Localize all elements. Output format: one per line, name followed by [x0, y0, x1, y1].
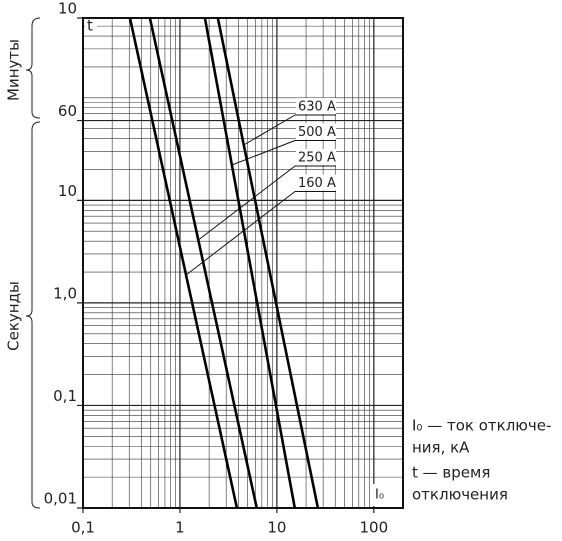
x-axis-label: I₀ — [375, 488, 384, 503]
series-line — [203, 17, 297, 509]
y-group-label: Секунды — [5, 281, 23, 351]
axis-label-bg — [85, 19, 97, 33]
legend-leader — [198, 165, 296, 241]
y-axis-label: t — [87, 17, 93, 35]
y-group-label: Минуты — [5, 39, 23, 101]
y-tick-label: 10 — [58, 182, 77, 200]
minutes-brace — [25, 17, 41, 119]
y-tick-label: 1,0 — [53, 284, 77, 302]
note: t — время — [412, 464, 490, 482]
x-tick-label: 100 — [359, 519, 388, 537]
y-tick-label: 10 — [58, 0, 77, 18]
note: ния, кА — [412, 439, 470, 457]
legend-bg — [296, 123, 336, 140]
series-line — [148, 17, 259, 509]
seconds-brace — [25, 121, 41, 509]
legend-label: 630 A — [298, 100, 336, 115]
y-tick-label: 0,1 — [53, 387, 77, 405]
x-tick-label: 1 — [175, 519, 185, 537]
legend-bg — [296, 174, 336, 191]
axis-label-bg — [373, 484, 401, 506]
y-tick-label: 60 — [58, 102, 77, 120]
legend-bg — [296, 98, 336, 114]
note: I₀ — ток отключе- — [412, 417, 551, 435]
plot-frame — [82, 17, 404, 509]
note: отключения — [412, 486, 508, 504]
series-line — [216, 17, 320, 509]
legend-bg — [296, 149, 336, 165]
x-tick-label: 10 — [267, 519, 286, 537]
x-tick-label: 0,1 — [71, 519, 95, 537]
legend-label: 160 A — [298, 176, 336, 191]
legend-leader — [243, 114, 296, 146]
series-line — [128, 17, 239, 509]
legend-label: 250 A — [298, 151, 336, 166]
legend-leader — [231, 140, 296, 166]
legend-label: 500 A — [298, 125, 336, 140]
y-tick-label: 0,01 — [44, 490, 77, 508]
